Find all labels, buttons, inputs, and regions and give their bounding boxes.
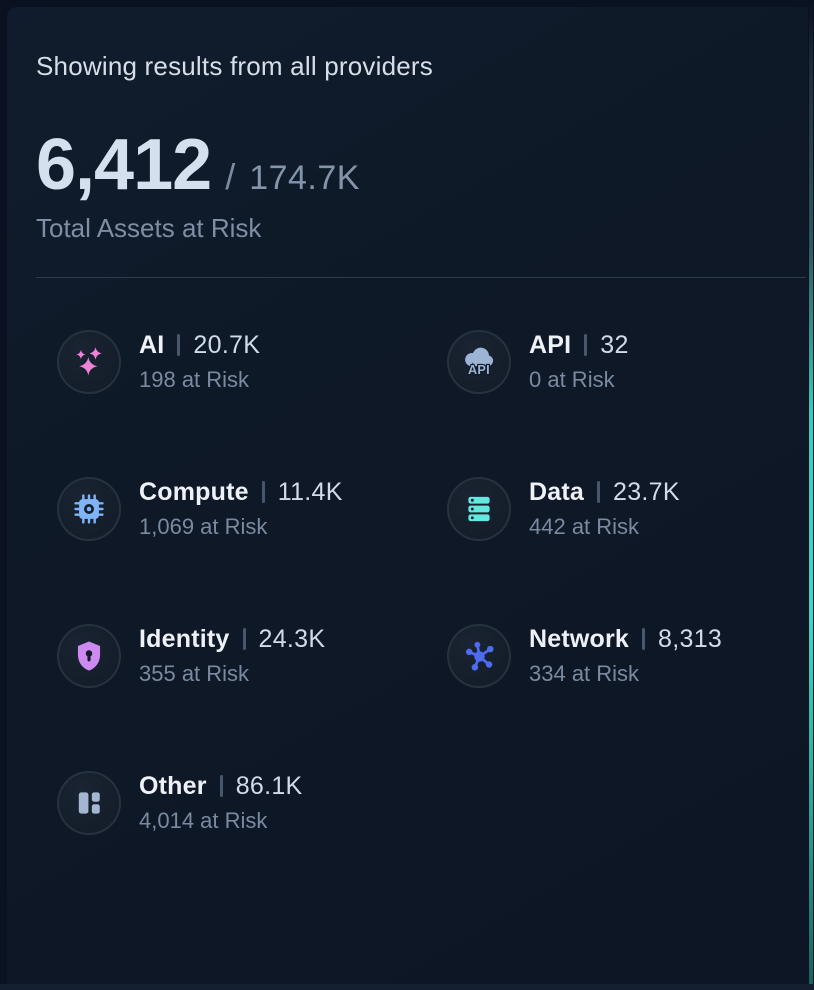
- value-separator-bar: [642, 628, 646, 650]
- category-risk-count: 4,014 at Risk: [139, 808, 268, 833]
- category-total-count: 8,313: [658, 625, 723, 653]
- value-separator-bar: [242, 628, 246, 650]
- category-text: Data 23.7K 442 at Risk: [529, 476, 680, 542]
- category-total-count: 32: [600, 331, 629, 359]
- assets-at-risk-panel: Showing results from all providers 6,412…: [7, 7, 808, 990]
- category-title-line: Network 8,313: [529, 623, 722, 655]
- category-risk-count: 1,069 at Risk: [139, 514, 268, 539]
- category-label: API: [529, 331, 572, 359]
- category-risk-count: 355 at Risk: [139, 661, 250, 686]
- summary-label: Total Assets at Risk: [36, 213, 262, 243]
- chip-icon: [57, 477, 121, 541]
- category-label: Compute: [139, 478, 249, 506]
- category-text: Other 86.1K 4,014 at Risk: [139, 770, 303, 836]
- category-label: Data: [529, 478, 584, 506]
- category-text: Identity 24.3K 355 at Risk: [139, 623, 325, 689]
- value-separator-bar: [177, 334, 181, 356]
- category-grid: AI 20.7K 198 at Risk API API 32 0 at Ris…: [57, 329, 802, 836]
- network-hub-icon: [447, 624, 511, 688]
- assets-at-risk-count: 6,412: [36, 125, 212, 205]
- sparkles-icon: [57, 330, 121, 394]
- results-scope-text: Showing results from all providers: [36, 51, 433, 81]
- category-label: AI: [139, 331, 165, 359]
- value-separator-bar: [261, 481, 265, 503]
- category-label: Identity: [139, 625, 230, 653]
- category-text: AI 20.7K 198 at Risk: [139, 329, 260, 395]
- category-total-count: 11.4K: [277, 478, 343, 506]
- category-total-count: 20.7K: [193, 331, 261, 359]
- category-item-other[interactable]: Other 86.1K 4,014 at Risk: [57, 770, 447, 836]
- category-title-line: API 32: [529, 329, 629, 361]
- value-separator-bar: [597, 481, 600, 503]
- category-item-identity[interactable]: Identity 24.3K 355 at Risk: [57, 623, 447, 689]
- category-text: Compute 11.4K 1,069 at Risk: [139, 476, 343, 542]
- category-item-compute[interactable]: Compute 11.4K 1,069 at Risk: [57, 476, 447, 542]
- category-risk-count: 334 at Risk: [529, 661, 640, 686]
- value-separator-bar: [219, 775, 223, 797]
- summary-separator: /: [225, 156, 236, 197]
- grid-layout-icon: [57, 771, 121, 835]
- category-item-api[interactable]: API API 32 0 at Risk: [447, 329, 802, 395]
- category-title-line: AI 20.7K: [139, 329, 260, 361]
- category-label: Network: [529, 625, 630, 653]
- category-title-line: Other 86.1K: [139, 770, 303, 802]
- category-label: Other: [139, 772, 207, 800]
- value-separator-bar: [584, 334, 588, 356]
- category-item-network[interactable]: Network 8,313 334 at Risk: [447, 623, 802, 689]
- shield-keyhole-icon: [57, 624, 121, 688]
- category-text: Network 8,313 334 at Risk: [529, 623, 722, 689]
- cloud-api-icon: API: [447, 330, 511, 394]
- category-total-count: 23.7K: [613, 478, 680, 506]
- section-divider: [36, 277, 806, 278]
- category-title-line: Compute 11.4K: [139, 476, 343, 508]
- svg-text:API: API: [468, 363, 490, 377]
- category-item-ai[interactable]: AI 20.7K 198 at Risk: [57, 329, 447, 395]
- category-risk-count: 198 at Risk: [139, 367, 250, 392]
- category-risk-count: 0 at Risk: [529, 367, 615, 392]
- category-title-line: Data 23.7K: [529, 476, 680, 508]
- category-title-line: Identity 24.3K: [139, 623, 325, 655]
- category-total-count: 86.1K: [235, 772, 303, 800]
- category-item-data[interactable]: Data 23.7K 442 at Risk: [447, 476, 802, 542]
- assets-total-count: 174.7K: [249, 159, 360, 197]
- category-total-count: 24.3K: [258, 625, 326, 653]
- category-text: API 32 0 at Risk: [529, 329, 629, 395]
- assets-summary: 6,412 / 174.7K: [36, 129, 360, 201]
- bottom-edge-strip: [0, 984, 814, 990]
- server-stack-icon: [447, 477, 511, 541]
- right-edge-accent-line: [809, 0, 813, 990]
- category-risk-count: 442 at Risk: [529, 514, 640, 539]
